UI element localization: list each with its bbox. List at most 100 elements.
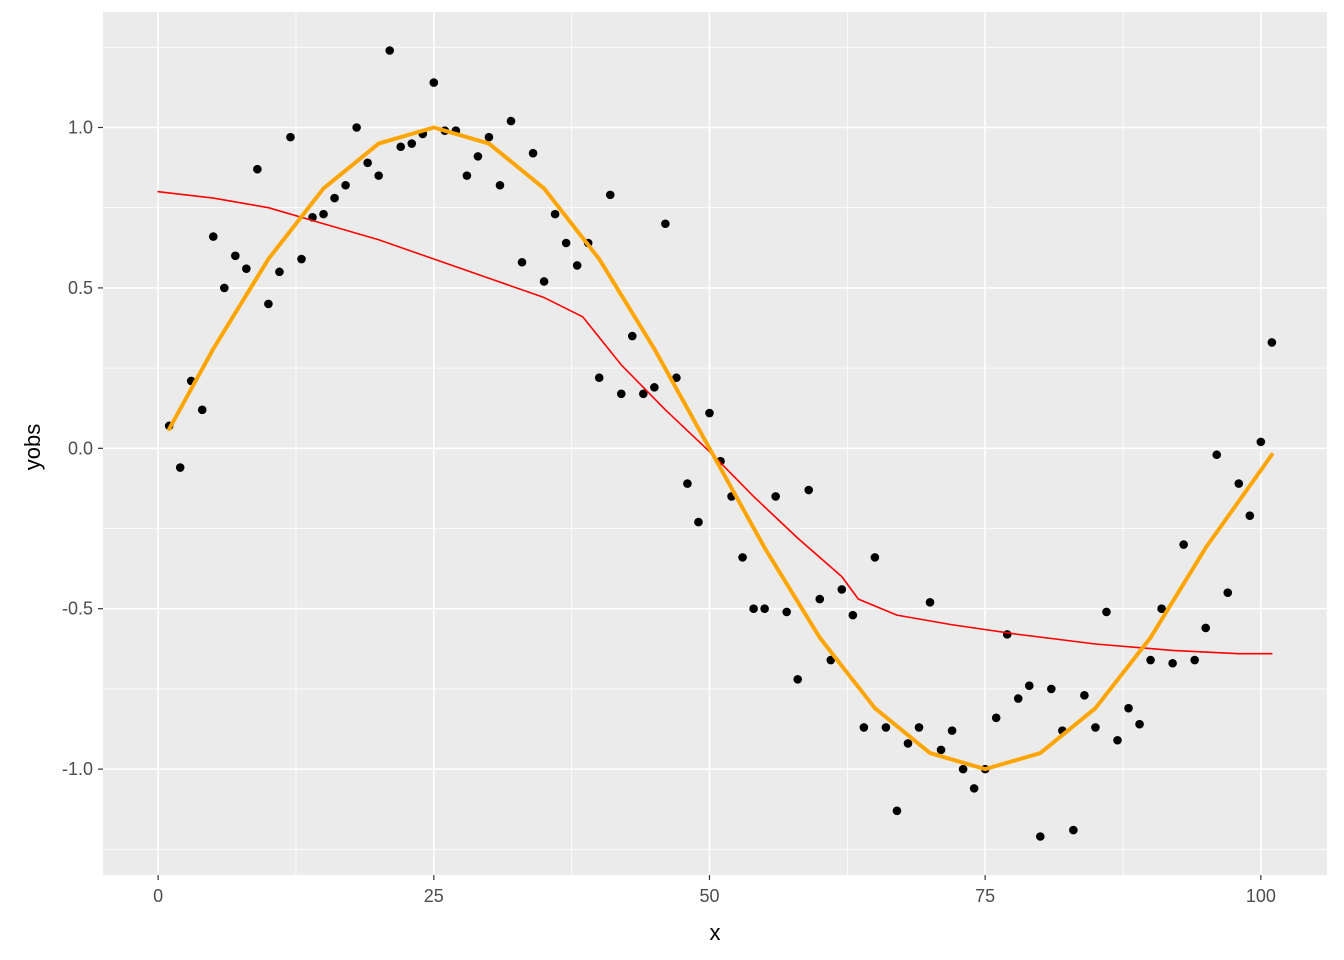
data-point — [1002, 630, 1012, 639]
data-point — [253, 164, 262, 174]
data-point — [991, 713, 1001, 723]
data-point — [1267, 338, 1277, 347]
data-point — [495, 180, 505, 190]
data-point — [782, 607, 791, 617]
x-tick-label: 0 — [153, 886, 163, 906]
x-tick-label: 50 — [699, 886, 719, 906]
x-tick-label: 25 — [424, 886, 444, 906]
data-point — [264, 299, 273, 309]
data-point — [1024, 681, 1034, 691]
data-point — [219, 283, 229, 293]
x-axis-ticks: 0 25 50 75 100 — [153, 875, 1276, 906]
plot-panel — [103, 12, 1327, 875]
data-point — [892, 806, 902, 816]
data-point — [848, 610, 858, 620]
data-point — [1080, 691, 1089, 700]
y-tick-label: -1.0 — [62, 759, 93, 779]
data-point — [1146, 655, 1155, 665]
data-point — [1157, 604, 1166, 614]
data-point — [462, 171, 472, 180]
data-point — [881, 723, 891, 732]
data-point — [363, 158, 372, 168]
data-point — [1168, 658, 1177, 668]
data-point — [826, 655, 836, 665]
data-point — [859, 723, 869, 732]
data-point — [231, 251, 240, 261]
data-point — [1124, 703, 1133, 713]
data-point — [429, 78, 439, 87]
data-point — [275, 267, 284, 277]
major-gridlines — [103, 12, 1327, 875]
data-point — [330, 193, 339, 203]
scatter-points — [164, 46, 1277, 841]
data-point — [1047, 684, 1056, 694]
data-point — [925, 598, 935, 607]
data-point — [1256, 437, 1266, 447]
data-point — [297, 254, 306, 264]
data-point — [837, 585, 847, 594]
data-point — [1091, 723, 1100, 732]
data-point — [694, 517, 703, 527]
data-point — [958, 764, 968, 774]
data-point — [705, 408, 714, 418]
data-point — [528, 148, 538, 158]
data-point — [517, 257, 527, 267]
y-tick-label: 0.0 — [68, 438, 93, 458]
data-point — [385, 46, 395, 55]
data-point — [771, 492, 780, 501]
data-point — [1035, 832, 1045, 841]
data-point — [936, 745, 946, 755]
x-tick-label: 100 — [1246, 886, 1276, 906]
data-point — [208, 232, 218, 241]
y-axis-title: yobs — [20, 424, 45, 470]
data-point — [1212, 450, 1222, 460]
data-point — [661, 219, 670, 229]
data-point — [286, 132, 295, 142]
data-point — [1113, 735, 1122, 745]
data-point — [760, 604, 769, 614]
y-axis-ticks: -1.0 -0.5 0.0 0.5 1.0 — [62, 117, 103, 779]
data-point — [1223, 588, 1233, 597]
data-point — [396, 142, 406, 152]
minor-gridlines — [103, 12, 1327, 875]
data-point — [484, 132, 494, 142]
y-tick-label: -0.5 — [62, 599, 93, 619]
data-point — [738, 553, 747, 562]
data-point — [672, 373, 681, 383]
data-point — [561, 238, 571, 248]
y-tick-label: 1.0 — [68, 117, 93, 137]
data-point — [506, 116, 516, 126]
data-point — [1013, 694, 1023, 703]
data-point — [319, 209, 328, 219]
data-point — [352, 123, 361, 132]
data-point — [1179, 540, 1188, 549]
data-point — [683, 479, 692, 488]
y-tick-label: 0.5 — [68, 278, 93, 298]
data-point — [650, 383, 659, 392]
data-point — [572, 261, 582, 270]
data-point — [407, 139, 417, 148]
data-point — [594, 373, 604, 383]
data-point — [605, 190, 615, 200]
fit-lines — [157, 125, 1274, 772]
data-point — [804, 485, 814, 495]
data-point — [473, 152, 483, 161]
data-point — [793, 675, 803, 684]
true-curve-line — [167, 125, 1274, 772]
data-point — [749, 604, 758, 614]
data-point — [616, 389, 626, 399]
data-point — [1069, 825, 1078, 835]
data-point — [197, 405, 207, 415]
data-point — [627, 331, 637, 341]
data-point — [1135, 719, 1144, 729]
data-point — [903, 739, 913, 748]
data-point — [242, 264, 251, 273]
data-point — [1201, 623, 1211, 633]
data-point — [374, 171, 383, 180]
data-point — [539, 277, 549, 286]
data-point — [175, 463, 185, 472]
x-axis-title: x — [710, 920, 721, 945]
data-point — [639, 389, 648, 399]
data-point — [1245, 511, 1255, 520]
